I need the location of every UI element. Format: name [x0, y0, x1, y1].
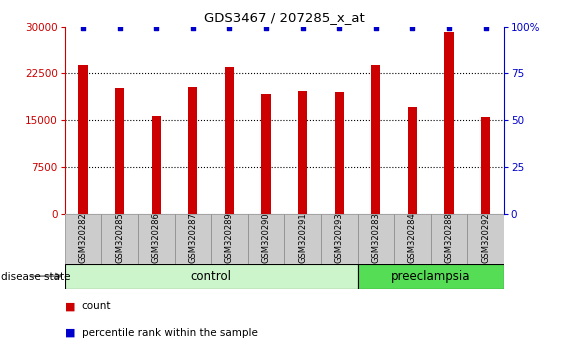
Point [79, 25, 88, 31]
Point [481, 25, 490, 31]
Point [408, 25, 417, 31]
Bar [334, 92, 344, 214]
Text: GSM320291: GSM320291 [298, 213, 307, 263]
Text: GSM320287: GSM320287 [189, 212, 197, 263]
Title: GDS3467 / 207285_x_at: GDS3467 / 207285_x_at [204, 11, 365, 24]
Bar [65, 214, 101, 264]
Point [372, 25, 381, 31]
Bar [211, 214, 248, 264]
Text: GSM320283: GSM320283 [372, 212, 380, 263]
Text: count: count [82, 301, 111, 311]
Bar [248, 214, 284, 264]
Bar [481, 116, 490, 214]
Text: ■: ■ [65, 301, 75, 311]
Point [115, 25, 124, 31]
Text: GSM320289: GSM320289 [225, 213, 234, 263]
Text: disease state: disease state [1, 272, 70, 282]
Point [188, 25, 197, 31]
Bar [151, 116, 161, 214]
Bar [371, 65, 381, 214]
Bar [101, 214, 138, 264]
Text: preeclampsia: preeclampsia [391, 270, 471, 282]
Bar [65, 264, 358, 289]
Bar [138, 214, 175, 264]
Bar [408, 107, 417, 214]
Point [225, 25, 234, 31]
Bar [298, 91, 307, 214]
Point [298, 25, 307, 31]
Point [445, 25, 454, 31]
Bar [431, 214, 467, 264]
Bar [225, 67, 234, 214]
Bar [467, 214, 504, 264]
Point [152, 25, 161, 31]
Bar [188, 87, 198, 214]
Text: GSM320288: GSM320288 [445, 212, 453, 263]
Bar [284, 214, 321, 264]
Text: GSM320285: GSM320285 [115, 213, 124, 263]
Bar [78, 65, 88, 214]
Text: percentile rank within the sample: percentile rank within the sample [82, 328, 257, 338]
Bar [261, 94, 271, 214]
Point [261, 25, 270, 31]
Bar [444, 32, 454, 214]
Text: GSM320292: GSM320292 [481, 213, 490, 263]
Bar [358, 264, 504, 289]
Text: GSM320286: GSM320286 [152, 212, 160, 263]
Bar [175, 214, 211, 264]
Bar [321, 214, 358, 264]
Text: GSM320282: GSM320282 [79, 213, 87, 263]
Text: ■: ■ [65, 328, 75, 338]
Text: GSM320284: GSM320284 [408, 213, 417, 263]
Bar [115, 88, 124, 214]
Text: GSM320293: GSM320293 [335, 213, 343, 263]
Text: control: control [191, 270, 231, 282]
Text: GSM320290: GSM320290 [262, 213, 270, 263]
Point [334, 25, 343, 31]
Bar [394, 214, 431, 264]
Bar [358, 214, 394, 264]
